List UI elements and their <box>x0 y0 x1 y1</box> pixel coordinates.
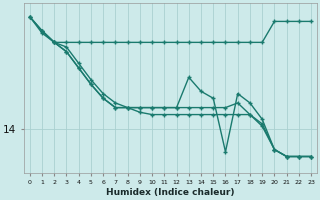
X-axis label: Humidex (Indice chaleur): Humidex (Indice chaleur) <box>106 188 235 197</box>
